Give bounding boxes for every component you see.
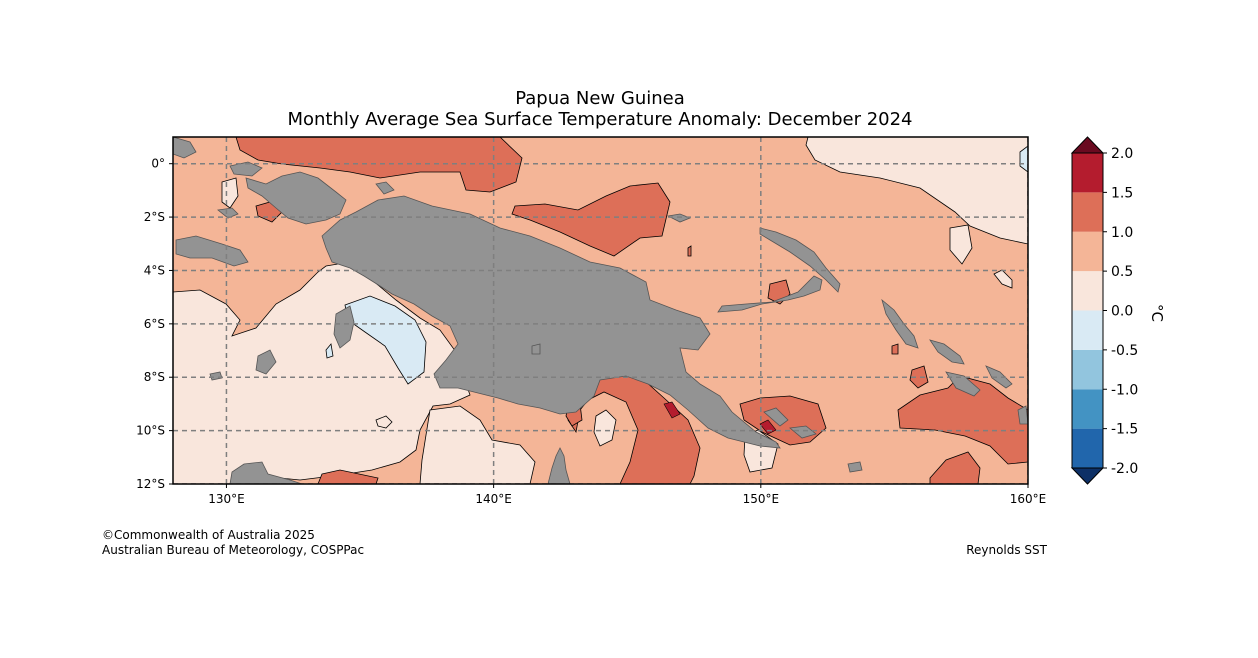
bougainville-island <box>881 298 919 349</box>
colorbar-over-arrow <box>1070 136 1105 154</box>
small-island-2 <box>209 371 223 381</box>
louisiade-islands <box>789 425 817 439</box>
colorbar-bin-4 <box>1072 271 1103 311</box>
colorbar-tick-label: -1.5 <box>1111 422 1138 438</box>
lat-tick-label: 10°S <box>136 424 165 438</box>
anomaly-region-hot-1 <box>663 401 681 419</box>
colorbar-tick-label: 2.0 <box>1111 146 1133 162</box>
anomaly-region-small-1 <box>593 409 617 447</box>
colorbar-tick-label: 0.0 <box>1111 304 1133 320</box>
anomaly-region-coral-sea-west <box>567 367 701 484</box>
map-area <box>173 137 1028 484</box>
colorbar-tick-label: 1.5 <box>1111 185 1133 201</box>
solomon-islands-3 <box>985 365 1013 389</box>
new-ireland-island <box>759 227 841 293</box>
lat-tick-label: 0° <box>151 157 165 171</box>
new-guinea-island <box>321 195 781 449</box>
lat-tick-label: 2°S <box>144 210 165 224</box>
lat-tick-label: 12°S <box>136 477 165 491</box>
colorbar: -2.0 -1.5 -1.0 -0.5 0.0 0.5 1.0 1.5 2.0 <box>1070 136 1138 485</box>
d-entrecasteaux-islands <box>763 407 789 427</box>
lat-tick-label: 6°S <box>144 317 165 331</box>
lon-tick-label: 160°E <box>1010 492 1047 506</box>
lat-tick-label: 8°S <box>144 370 165 384</box>
colorbar-bin-7 <box>1072 153 1103 193</box>
colorbar-tick-label: -2.0 <box>1111 461 1138 477</box>
anomaly-region-small-4 <box>993 269 1013 289</box>
lon-tick-label: 130°E <box>208 492 245 506</box>
colorbar-bin-1 <box>1072 389 1103 429</box>
halmahera-island <box>173 137 197 159</box>
small-island-3 <box>1017 405 1028 425</box>
colorbar-under-arrow <box>1070 467 1105 485</box>
anomaly-region-small-9 <box>909 365 929 389</box>
misool-island <box>217 207 239 219</box>
latitude-axis: 0° 2°S 4°S 6°S 8°S 10°S 12°S <box>136 157 173 491</box>
lon-tick-label: 150°E <box>743 492 780 506</box>
seram-island <box>175 235 249 267</box>
cape-york-peninsula <box>547 447 571 484</box>
colorbar-bin-0 <box>1072 428 1103 468</box>
anomaly-region-southeast <box>929 451 981 484</box>
anomaly-region-small-cool <box>325 343 334 359</box>
new-britain-island <box>717 275 823 313</box>
anomaly-region-small-11 <box>687 245 692 257</box>
anomaly-region-bismarck-sea <box>511 182 671 257</box>
colorbar-unit-label: °C <box>1148 304 1166 322</box>
land-masses <box>173 137 1028 484</box>
longitude-axis: 130°E 140°E 150°E 160°E <box>208 484 1046 506</box>
anomaly-region-small-10 <box>891 343 899 355</box>
map-frame <box>172 136 1029 485</box>
map-subtitle: Monthly Average Sea Surface Temperature … <box>287 109 913 130</box>
aru-islands <box>333 305 355 349</box>
anomaly-negative-regions <box>325 145 1028 385</box>
anomaly-region-south-west-small <box>317 469 379 484</box>
waigeo-island <box>229 161 263 177</box>
map-title: Papua New Guinea <box>515 88 685 109</box>
anomaly-region-small-5 <box>375 415 393 429</box>
new-guinea-bird-head <box>245 171 347 225</box>
solomon-islands-2 <box>945 371 981 397</box>
small-island-5 <box>847 461 863 473</box>
colorbar-tick-label: -1.0 <box>1111 382 1138 398</box>
colorbar-bin-3 <box>1072 310 1103 350</box>
lon-tick-label: 140°E <box>475 492 512 506</box>
lat-tick-label: 4°S <box>144 263 165 277</box>
colorbar-tick-label: 0.5 <box>1111 264 1133 280</box>
anomaly-region-south-center <box>419 405 536 484</box>
copyright-text: ©Commonwealth of Australia 2025 <box>102 528 315 542</box>
tanimbar-islands <box>255 349 277 375</box>
colorbar-tick-label: 1.0 <box>1111 225 1133 241</box>
anomaly-region-east-cool <box>1019 145 1028 173</box>
small-island-1 <box>375 181 395 195</box>
anomaly-region-arafura-cool <box>344 295 427 385</box>
anomaly-region-north-band <box>235 137 523 193</box>
solomon-islands-1 <box>929 339 965 365</box>
colorbar-bin-2 <box>1072 349 1103 390</box>
manus-island <box>666 213 692 223</box>
colorbar-bin-5 <box>1072 231 1103 272</box>
colorbar-bin-6 <box>1072 192 1103 232</box>
graticule-lines <box>173 137 1028 484</box>
dataset-source-text: Reynolds SST <box>966 543 1047 557</box>
colorbar-tick-label: -0.5 <box>1111 343 1138 359</box>
anomaly-region-small-3 <box>949 224 973 265</box>
small-island-4 <box>531 343 541 355</box>
agency-text: Australian Bureau of Meteorology, COSPPa… <box>102 543 365 557</box>
